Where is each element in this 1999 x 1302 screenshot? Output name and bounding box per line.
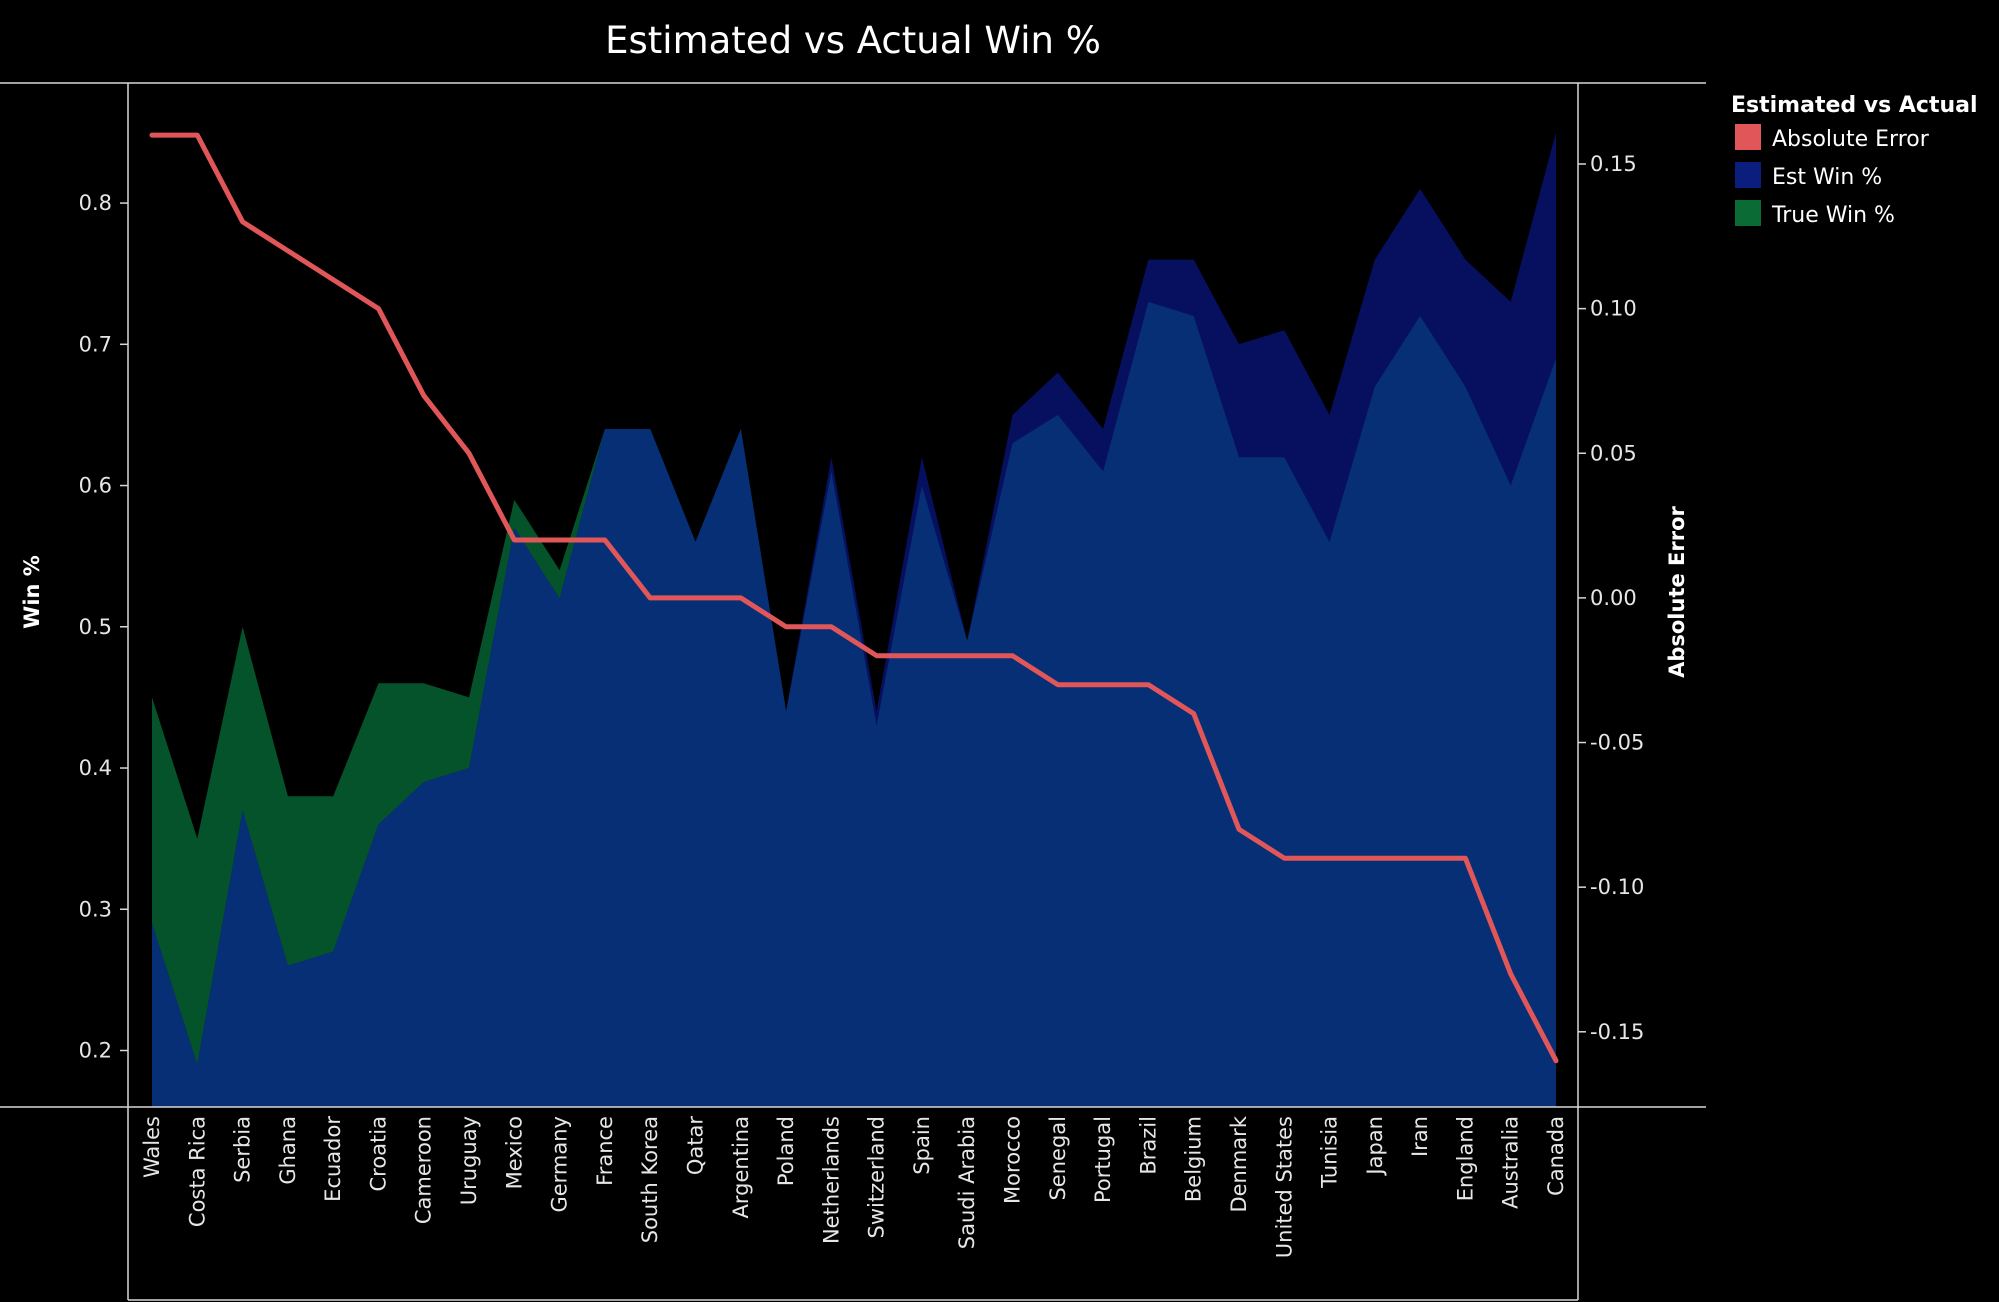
x-category-label: Belgium <box>1182 1116 1206 1202</box>
series-line-absolute-error <box>149 132 1559 1064</box>
x-category-label: Mexico <box>502 1116 526 1189</box>
y-right-tick-label: 0.05 <box>1590 441 1637 465</box>
y-left-axis-title: Win % <box>20 555 44 629</box>
y-right-tick-label: 0.10 <box>1590 297 1637 321</box>
x-category-label: Wales <box>140 1116 164 1178</box>
x-category-label: France <box>593 1116 617 1186</box>
x-category-label: England <box>1453 1116 1477 1201</box>
x-category-label: Uruguay <box>457 1116 481 1205</box>
x-category-label: Ghana <box>276 1116 300 1185</box>
x-category-label: Senegal <box>1046 1116 1070 1201</box>
y-right-tick-label: -0.05 <box>1590 731 1644 755</box>
x-category-label: Ecuador <box>321 1116 345 1202</box>
x-category-label: Brazil <box>1136 1116 1160 1175</box>
x-category-label: Saudi Arabia <box>955 1116 979 1249</box>
x-category-label: Croatia <box>366 1116 390 1192</box>
x-category-label: Costa Rica <box>185 1116 209 1227</box>
x-category-label: Portugal <box>1091 1116 1115 1203</box>
x-category-label: Germany <box>548 1116 572 1213</box>
y-left-tick-label: 0.7 <box>79 332 112 356</box>
y-right-tick-label: 0.15 <box>1590 152 1637 176</box>
y-left-tick-label: 0.3 <box>79 897 112 921</box>
x-category-label: Iran <box>1408 1116 1432 1157</box>
y-left-tick-label: 0.6 <box>79 474 112 498</box>
x-category-label: Netherlands <box>819 1116 843 1244</box>
x-category-label: Spain <box>910 1116 934 1175</box>
series-area-overlap <box>152 301 1556 1107</box>
x-category-label: Japan <box>1363 1116 1387 1177</box>
legend-label: Est Win % <box>1772 165 1882 190</box>
x-category-label: Switzerland <box>865 1116 889 1239</box>
y-right-tick-label: -0.15 <box>1590 1020 1644 1044</box>
x-category-label: Argentina <box>729 1116 753 1218</box>
x-category-label: Morocco <box>1001 1116 1025 1204</box>
y-left-tick-label: 0.5 <box>79 615 112 639</box>
x-category-label: Canada <box>1544 1116 1568 1196</box>
x-category-label: Australia <box>1499 1116 1523 1209</box>
y-right-axis-title: Absolute Error <box>1665 505 1689 677</box>
x-category-label: Poland <box>774 1116 798 1186</box>
x-category-label: United States <box>1272 1116 1296 1258</box>
legend-label: True Win % <box>1771 203 1895 228</box>
y-right-tick-label: 0.00 <box>1590 586 1637 610</box>
legend-title: Estimated vs Actual <box>1731 93 1978 118</box>
y-left-tick-label: 0.2 <box>79 1039 112 1063</box>
legend-swatch <box>1735 162 1761 188</box>
x-category-label: Denmark <box>1227 1115 1251 1212</box>
x-category-label: Cameroon <box>412 1116 436 1224</box>
x-category-label: Serbia <box>231 1116 255 1183</box>
legend-swatch <box>1735 124 1761 150</box>
x-category-label: Qatar <box>683 1116 707 1176</box>
chart-title: Estimated vs Actual Win % <box>605 19 1101 62</box>
y-left-tick-label: 0.8 <box>79 191 112 215</box>
x-category-label: South Korea <box>638 1116 662 1243</box>
x-category-label: Tunisia <box>1318 1116 1342 1189</box>
y-left-tick-label: 0.4 <box>79 756 112 780</box>
y-right-tick-label: -0.10 <box>1590 875 1644 899</box>
legend-swatch <box>1735 200 1761 226</box>
legend-label: Absolute Error <box>1772 127 1930 152</box>
